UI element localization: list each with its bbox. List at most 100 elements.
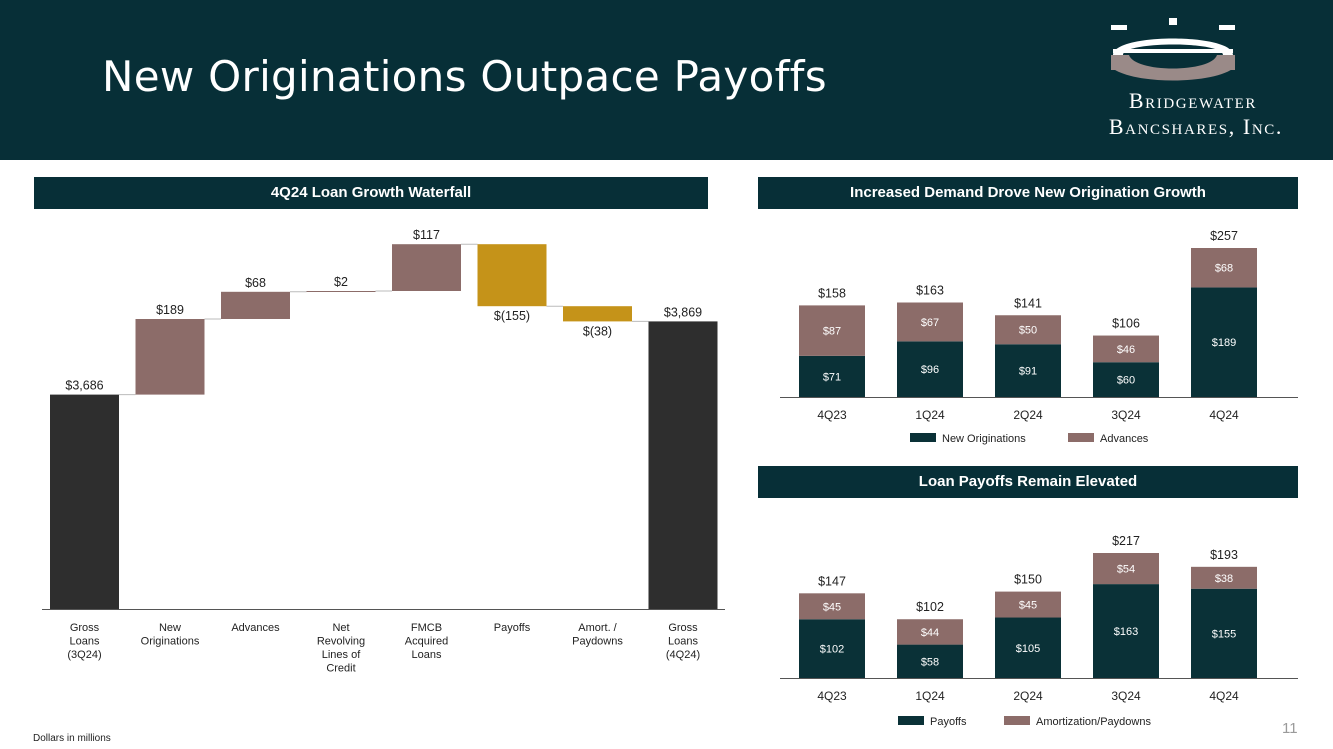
stack-bar-segment (1191, 287, 1257, 397)
stack-bar-segment (1191, 588, 1257, 678)
stack-segment-label: $46 (1117, 344, 1135, 356)
stack-category-label: 4Q24 (1209, 689, 1239, 703)
legend-swatch (910, 433, 936, 442)
waterfall-data-label: $3,686 (65, 379, 103, 393)
waterfall-bar (477, 244, 547, 307)
stack-segment-label: $71 (823, 371, 841, 383)
waterfall-data-label: $68 (245, 276, 266, 290)
waterfall-category-label: (4Q24) (666, 649, 700, 661)
stack-segment-label: $38 (1215, 573, 1233, 585)
stack-segment-label: $87 (823, 326, 841, 338)
legend-swatch (1004, 716, 1030, 725)
stack-total-label: $257 (1210, 229, 1238, 243)
header-banner: New Originations Outpace Payoffs Bridgew… (0, 0, 1333, 160)
legend-label: Payoffs (930, 716, 967, 728)
waterfall-category-label: Advances (231, 622, 280, 634)
waterfall-category-label: Loans (668, 636, 698, 648)
stack-segment-label: $50 (1019, 325, 1037, 337)
waterfall-category-label: Net (332, 622, 349, 634)
logo-text-line1: Bridgewater (1128, 88, 1257, 113)
stack-bar-segment (799, 619, 865, 678)
demand-section-title: Increased Demand Drove New Origination G… (758, 177, 1298, 209)
legend-label: Advances (1100, 433, 1149, 445)
waterfall-bar (50, 394, 119, 609)
waterfall-bar (648, 321, 718, 609)
waterfall-category-label: Gross (668, 622, 698, 634)
waterfall-category-label: Originations (141, 636, 200, 648)
waterfall-category-label: (3Q24) (67, 649, 101, 661)
stack-segment-label: $163 (1114, 626, 1138, 638)
stack-bar-segment (799, 305, 865, 356)
stack-bar-segment (1191, 566, 1257, 589)
stack-bar-segment (995, 617, 1061, 678)
legend-label: New Originations (942, 433, 1026, 445)
waterfall-category-label: Payoffs (494, 622, 531, 634)
stack-segment-label: $54 (1117, 564, 1135, 576)
stack-bar-segment (1191, 248, 1257, 288)
stack-category-label: 4Q24 (1209, 408, 1239, 422)
waterfall-category-label: Credit (326, 663, 355, 675)
stack-segment-label: $189 (1212, 337, 1236, 349)
stack-category-label: 3Q24 (1111, 689, 1141, 703)
stack-segment-label: $44 (921, 627, 939, 639)
waterfall-data-label: $3,869 (664, 305, 702, 319)
stack-category-label: 3Q24 (1111, 408, 1141, 422)
waterfall-section-title: 4Q24 Loan Growth Waterfall (34, 177, 708, 209)
waterfall-chart: $3,686GrossLoans(3Q24)$189NewOrigination… (42, 228, 725, 675)
page-number: 11 (1282, 720, 1298, 737)
stack-segment-label: $102 (820, 644, 844, 656)
stack-total-label: $147 (818, 574, 846, 588)
stack-bar-segment (995, 315, 1061, 345)
stack-bar-segment (897, 619, 963, 645)
stack-total-label: $141 (1014, 296, 1042, 310)
waterfall-bar (221, 291, 290, 319)
waterfall-category-label: Loans (412, 649, 442, 661)
legend-swatch (898, 716, 924, 725)
waterfall-data-label: $2 (334, 275, 348, 289)
stack-total-label: $106 (1112, 317, 1140, 331)
stack-total-label: $102 (916, 600, 944, 614)
waterfall-category-label: Amort. / (578, 622, 617, 634)
waterfall-data-label: $(38) (583, 324, 612, 338)
waterfall-category-label: Acquired (405, 636, 448, 648)
stack-bar-segment (897, 644, 963, 678)
waterfall-bar (306, 291, 376, 292)
bridgewater-logo-icon (1111, 18, 1235, 81)
stack-segment-label: $91 (1019, 366, 1037, 378)
stack-bar-segment (897, 341, 963, 397)
stack-segment-label: $58 (921, 656, 939, 668)
waterfall-data-label: $117 (413, 228, 440, 242)
stack-bar-segment (799, 593, 865, 620)
stack-bar-segment (897, 302, 963, 342)
waterfall-category-label: Loans (70, 636, 100, 648)
legend-label: Amortization/Paydowns (1036, 716, 1151, 728)
stack-category-label: 1Q24 (915, 408, 945, 422)
demand-chart: $71 $87 $158 4Q23 $96 $67 $163 1Q24 $91 $50 $141 2Q… (780, 229, 1298, 445)
stack-segment-label: $96 (921, 364, 939, 376)
stack-bar-segment (1093, 362, 1159, 397)
legend-swatch (1068, 433, 1094, 442)
footnote: Dollars in millions (33, 733, 111, 744)
stack-segment-label: $45 (1019, 600, 1037, 612)
waterfall-data-label: $(155) (494, 309, 530, 323)
stack-total-label: $193 (1210, 548, 1238, 562)
stack-total-label: $158 (818, 286, 846, 300)
stack-segment-label: $68 (1215, 263, 1233, 275)
waterfall-bar (135, 319, 205, 395)
waterfall-category-label: Revolving (317, 636, 365, 648)
waterfall-bar (563, 306, 632, 322)
logo-text-line2: Bancshares, Inc. (1108, 114, 1283, 139)
waterfall-category-label: Gross (70, 622, 100, 634)
stack-bar-segment (995, 591, 1061, 618)
payoffs-chart: $102 $45 $147 4Q23 $58 $44 $102 1Q24 $105 $45 $150… (780, 534, 1298, 728)
stack-category-label: 2Q24 (1013, 689, 1043, 703)
waterfall-category-label: Lines of (322, 649, 361, 661)
stack-category-label: 4Q23 (817, 689, 847, 703)
stack-total-label: $217 (1112, 534, 1140, 548)
waterfall-bar (392, 244, 461, 291)
stack-total-label: $150 (1014, 573, 1042, 587)
stack-category-label: 4Q23 (817, 408, 847, 422)
payoffs-section-title: Loan Payoffs Remain Elevated (758, 466, 1298, 498)
stack-segment-label: $155 (1212, 628, 1236, 640)
waterfall-category-label: New (159, 622, 181, 634)
